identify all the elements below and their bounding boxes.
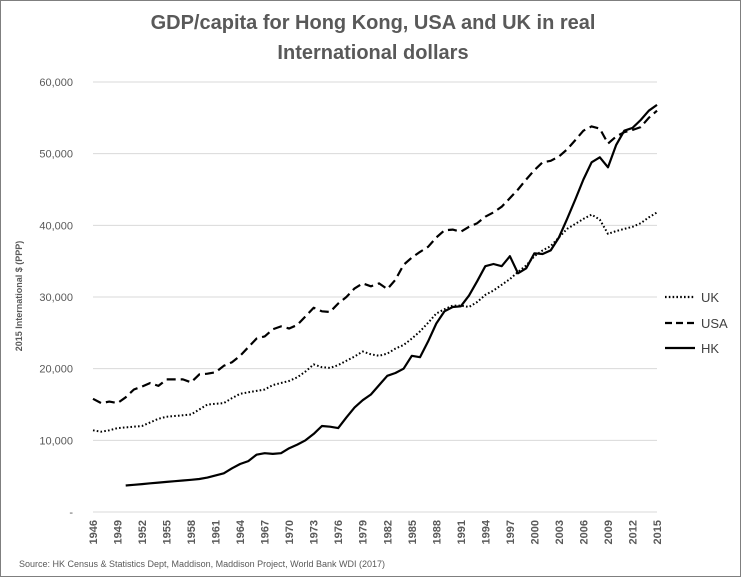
chart-title-line-2: International dollars [277, 42, 468, 64]
y-axis-ticks: - 10,000 20,000 30,000 40,000 50,000 60,000 [39, 77, 73, 519]
legend-label-usa: USA [701, 316, 728, 331]
x-tick-label: 2012 [627, 520, 639, 544]
chart-title: GDP/capita for Hong Kong, USA and UK in … [151, 12, 596, 64]
x-tick-label: 1979 [358, 520, 370, 544]
y-tick-label: 10,000 [39, 435, 73, 447]
x-tick-label: 2015 [652, 520, 664, 544]
chart-title-line-1: GDP/capita for Hong Kong, USA and UK in … [151, 12, 596, 34]
x-tick-label: 1958 [186, 520, 198, 544]
x-tick-label: 1982 [382, 520, 394, 544]
x-tick-label: 1988 [431, 520, 443, 544]
x-tick-label: 1967 [260, 520, 272, 544]
y-axis-title: 2015 International $ (PPP) [14, 241, 24, 352]
legend-label-hk: HK [701, 341, 719, 356]
x-tick-label: 1985 [407, 520, 419, 544]
series-line-uk [92, 211, 658, 433]
y-tick-label: 20,000 [39, 364, 73, 376]
legend: UK USA HK [665, 290, 728, 356]
x-tick-label: 2006 [578, 520, 590, 544]
x-tick-label: 1964 [235, 519, 247, 544]
x-tick-label: 1970 [284, 520, 296, 544]
x-tick-label: 1961 [211, 520, 223, 544]
y-tick-label: 30,000 [39, 292, 73, 304]
x-tick-label: 1949 [113, 520, 125, 544]
gridlines [93, 81, 657, 513]
x-tick-label: 1955 [162, 520, 174, 544]
x-tick-label: 1994 [480, 519, 492, 544]
x-tick-label: 2000 [529, 520, 541, 544]
series-lines [92, 104, 658, 487]
source-note: Source: HK Census & Statistics Dept, Mad… [19, 559, 385, 569]
x-tick-label: 2009 [603, 520, 615, 544]
series-line-usa [92, 109, 658, 405]
x-tick-label: 1946 [88, 520, 100, 544]
y-tick-label: 60,000 [39, 77, 73, 89]
x-tick-label: 2003 [554, 520, 566, 544]
x-axis-ticks: 1946 1949 1952 1955 1958 1961 1964 1967 1970 1973… [88, 519, 664, 544]
y-tick-label: - [69, 507, 73, 519]
y-tick-label: 50,000 [39, 149, 73, 161]
x-tick-label: 1991 [456, 520, 468, 544]
x-tick-label: 1997 [505, 520, 517, 544]
x-tick-label: 1952 [137, 520, 149, 544]
legend-label-uk: UK [701, 290, 719, 305]
series-line-hk [125, 104, 658, 487]
x-tick-label: 1976 [333, 520, 345, 544]
y-tick-label: 40,000 [39, 220, 73, 232]
x-tick-label: 1973 [309, 520, 321, 544]
